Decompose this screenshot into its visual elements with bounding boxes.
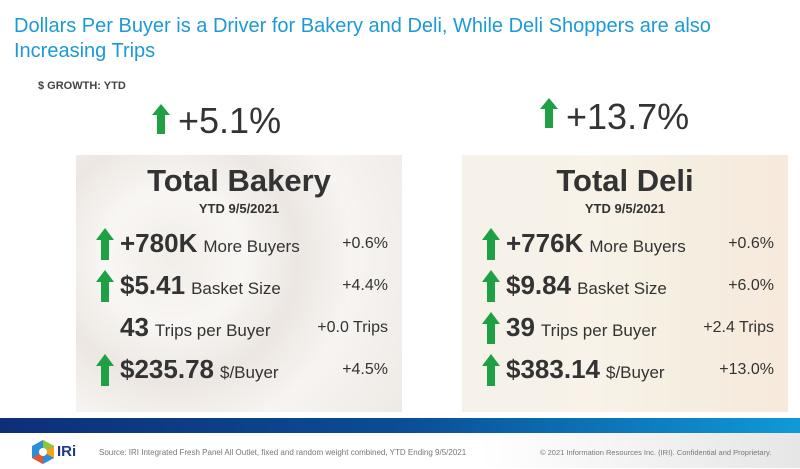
metric-value: +780K More Buyers (120, 228, 300, 259)
source-note: Source: IRI Integrated Fresh Panel All O… (99, 448, 467, 457)
bakery-panel: Total Bakery YTD 9/5/2021 +780K More Buye… (76, 155, 402, 412)
metric-row: 43 Trips per Buyer +0.0 Trips (76, 312, 402, 346)
metric-row: +776K More Buyers +0.6% (462, 228, 788, 262)
arrow-up-icon (482, 312, 500, 344)
metric-change: +13.0% (719, 361, 774, 378)
panel-title: Total Deli (556, 163, 694, 198)
metric-change: +4.5% (342, 361, 388, 378)
metric-label: Basket Size (577, 279, 667, 298)
arrow-up-icon (482, 270, 500, 302)
metric-value: $235.78 $/Buyer (120, 354, 279, 385)
metric-value: $383.14 $/Buyer (506, 354, 665, 385)
metric-label: More Buyers (203, 237, 300, 256)
footer-bar (0, 418, 800, 433)
metric-row: $5.41 Basket Size +4.4% (76, 270, 402, 304)
deli-growth-value: +13.7% (566, 96, 690, 137)
metric-value: $9.84 Basket Size (506, 270, 667, 301)
metric-label: Trips per Buyer (540, 321, 657, 340)
arrow-up-icon (96, 228, 114, 260)
metric-number: 39 (506, 312, 535, 342)
metric-row: +780K More Buyers +0.6% (76, 228, 402, 262)
bakery-growth-value: +5.1% (178, 100, 282, 141)
metric-number: 43 (120, 312, 149, 342)
metric-label: Basket Size (191, 279, 281, 298)
arrow-up-icon (152, 104, 170, 134)
panel-title: Total Bakery (147, 163, 331, 198)
copyright: © 2021 Information Resources Inc. (IRI).… (540, 448, 772, 457)
arrow-up-icon (540, 98, 558, 128)
footer (0, 433, 800, 468)
metric-number: $9.84 (506, 270, 572, 300)
metric-value: 43 Trips per Buyer (120, 312, 271, 343)
arrow-up-icon (482, 354, 500, 386)
metric-change: +6.0% (728, 277, 774, 294)
metric-change: +0.0 Trips (317, 319, 388, 336)
metric-change: +0.6% (728, 235, 774, 252)
metric-row: 39 Trips per Buyer +2.4 Trips (462, 312, 788, 346)
arrow-up-icon (482, 228, 500, 260)
arrow-up-icon (96, 354, 114, 386)
metric-label: $/Buyer (219, 363, 279, 382)
metric-value: +776K More Buyers (506, 228, 686, 259)
metric-row: $383.14 $/Buyer +13.0% (462, 354, 788, 388)
panel-date: YTD 9/5/2021 (584, 201, 666, 216)
metric-number: $235.78 (120, 354, 214, 384)
arrow-up-icon (96, 270, 114, 302)
deli-growth: +13.7% (540, 96, 740, 137)
metric-label: Trips per Buyer (154, 321, 271, 340)
slide-title: Dollars Per Buyer is a Driver for Bakery… (14, 15, 711, 62)
metric-number: +780K (120, 228, 198, 258)
metric-change: +0.6% (342, 235, 388, 252)
metric-row: $9.84 Basket Size +6.0% (462, 270, 788, 304)
metric-row: $235.78 $/Buyer +4.5% (76, 354, 402, 388)
metric-label: More Buyers (589, 237, 686, 256)
iri-logo-icon (32, 440, 54, 464)
metric-value: $5.41 Basket Size (120, 270, 281, 301)
brand-name: IRi (57, 443, 77, 460)
metric-change: +2.4 Trips (703, 319, 774, 336)
metric-label: $/Buyer (605, 363, 665, 382)
metric-number: +776K (506, 228, 584, 258)
bakery-growth: +5.1% (152, 100, 332, 141)
panel-date: YTD 9/5/2021 (198, 201, 280, 216)
growth-label: $ GROWTH: YTD (38, 80, 126, 92)
metric-value: 39 Trips per Buyer (506, 312, 657, 343)
metric-number: $383.14 (506, 354, 600, 384)
deli-panel: Total Deli YTD 9/5/2021 +776K More Buyers… (462, 155, 788, 412)
metric-number: $5.41 (120, 270, 186, 300)
metric-change: +4.4% (342, 277, 388, 294)
